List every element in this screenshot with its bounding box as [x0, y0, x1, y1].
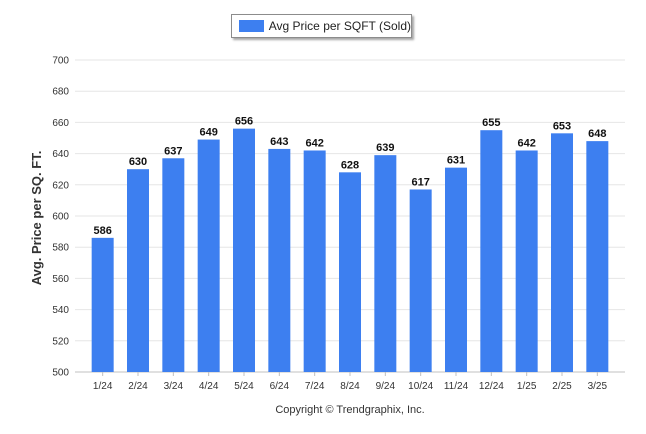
- x-tick-label: 3/25: [588, 381, 608, 392]
- x-tick-label: 7/24: [305, 381, 325, 392]
- x-tick-label: 5/24: [234, 381, 254, 392]
- bar-3-24: [162, 158, 185, 372]
- y-tick-label: 700: [52, 56, 69, 67]
- data-label: 656: [235, 116, 253, 128]
- data-label: 631: [447, 155, 465, 167]
- data-label: 642: [517, 137, 535, 149]
- bar-4-24: [197, 139, 220, 372]
- bars: [91, 128, 609, 372]
- data-labels: 586 630 637 649 656 643 642 628 639 617 631 655 642 6…: [93, 116, 606, 237]
- x-tick-label: 8/24: [340, 381, 360, 392]
- y-tick-label: 500: [52, 368, 69, 379]
- y-tick-label: 520: [52, 336, 69, 347]
- x-tick-label: 3/24: [164, 381, 184, 392]
- data-label: 655: [482, 117, 500, 129]
- copyright-text: Copyright © Trendgraphix, Inc.: [275, 404, 424, 416]
- x-tick-label: 10/24: [408, 381, 433, 392]
- x-tick-label: 1/24: [93, 381, 113, 392]
- y-tick-label: 560: [52, 274, 69, 285]
- bar-10-24: [409, 189, 432, 372]
- legend-label: Avg Price per SQFT (Sold): [268, 19, 411, 33]
- data-label: 586: [93, 225, 111, 237]
- legend-swatch: [239, 20, 264, 32]
- data-label: 639: [376, 142, 394, 154]
- bar-11-24: [445, 167, 467, 372]
- y-tick-label: 680: [52, 87, 69, 98]
- y-tick-label: 600: [52, 212, 69, 223]
- y-tick-label: 640: [52, 149, 69, 160]
- legend: Avg Price per SQFT (Sold): [231, 14, 412, 38]
- bar-6-24: [268, 148, 291, 372]
- x-tick-label: 2/24: [128, 381, 148, 392]
- data-label: 643: [270, 136, 288, 148]
- x-tick-label: 2/25: [552, 381, 572, 392]
- bar-5-24: [233, 128, 255, 372]
- bar-9-24: [374, 155, 397, 372]
- x-tick-label: 9/24: [376, 381, 396, 392]
- data-label: 648: [588, 128, 606, 140]
- data-label: 649: [199, 127, 217, 139]
- x-tick-label: 1/25: [517, 381, 537, 392]
- data-label: 617: [411, 176, 429, 188]
- bar-7-24: [303, 150, 326, 372]
- x-tick-label: 4/24: [199, 381, 219, 392]
- y-tick-label: 660: [52, 118, 69, 129]
- y-tick-label: 580: [52, 243, 69, 254]
- x-axis-ticks: 1/24 2/24 3/24 4/24 5/24 6/24 7/24 8/24 9/24 10/2…: [93, 372, 608, 392]
- data-label: 653: [553, 120, 571, 132]
- bar-3-25: [586, 141, 609, 372]
- bar-8-24: [339, 172, 361, 372]
- bar-2-25: [551, 133, 573, 372]
- bar-12-24: [480, 130, 503, 372]
- y-axis-ticks: 500 520 540 560 580 600 620 640 660 680 700: [52, 56, 69, 379]
- y-tick-label: 540: [52, 305, 69, 316]
- data-label: 630: [129, 156, 147, 168]
- bar-2-24: [127, 169, 149, 372]
- data-label: 637: [164, 145, 182, 157]
- x-tick-label: 6/24: [270, 381, 290, 392]
- data-label: 628: [341, 159, 359, 171]
- bar-1-24: [91, 237, 114, 372]
- x-tick-label: 11/24: [444, 381, 469, 392]
- data-label: 642: [305, 137, 323, 149]
- bar-1-25: [515, 150, 538, 372]
- y-axis-title: Avg. Price per SQ. FT.: [29, 151, 44, 286]
- x-tick-label: 12/24: [479, 381, 504, 392]
- y-tick-label: 620: [52, 180, 69, 191]
